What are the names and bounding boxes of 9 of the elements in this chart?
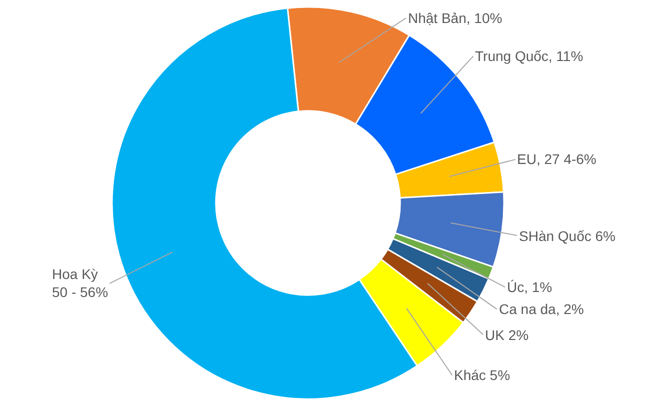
slice-label: Khác 5% (454, 367, 510, 383)
slice-label: Nhật Bản, 10% (408, 10, 502, 26)
slice-label: Ca na da, 2% (499, 301, 584, 317)
slice-label: UK 2% (485, 327, 529, 343)
slice-label: Trung Quốc, 11% (475, 48, 584, 64)
slice-label: SHàn Quốc 6% (519, 228, 616, 244)
slice-label: EU, 27 4-6% (517, 151, 596, 167)
slice-label: Úc, 1% (507, 279, 552, 295)
slice-label: Hoa Kỳ 50 - 56% (52, 266, 108, 300)
